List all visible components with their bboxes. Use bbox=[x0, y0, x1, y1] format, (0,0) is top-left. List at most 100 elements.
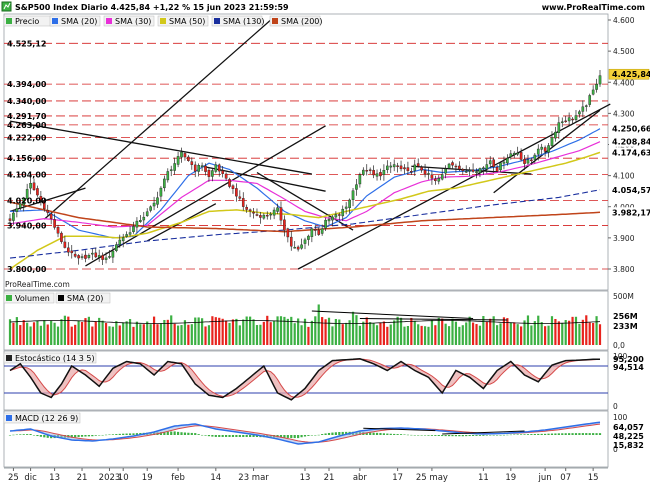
candle-body bbox=[187, 156, 190, 161]
volume-bar bbox=[269, 322, 272, 345]
volume-bar bbox=[454, 321, 458, 345]
macd-histogram-bar bbox=[485, 435, 488, 436]
x-tick-label: 14 bbox=[210, 473, 221, 483]
candle-body bbox=[423, 169, 427, 175]
trendlines bbox=[9, 19, 611, 270]
volume-bar bbox=[87, 316, 90, 345]
candle-body bbox=[300, 244, 303, 249]
macd-histogram-bar bbox=[389, 433, 392, 435]
macd-histogram-bar bbox=[128, 433, 132, 435]
macd-histogram-bar bbox=[187, 432, 190, 435]
candle-body bbox=[492, 159, 495, 167]
macd-histogram-bar bbox=[111, 434, 115, 435]
chart-icon bbox=[1, 1, 12, 12]
macd-histogram-bar bbox=[183, 432, 187, 435]
candle-body bbox=[101, 255, 104, 260]
volume-bar bbox=[571, 316, 574, 345]
candle-body bbox=[324, 219, 327, 229]
volume-bar bbox=[94, 321, 97, 345]
candle-body bbox=[180, 151, 183, 158]
candle-body bbox=[468, 170, 471, 172]
macd-histogram-bar bbox=[173, 431, 176, 435]
macd-histogram-bar bbox=[283, 435, 286, 438]
volume-bar bbox=[91, 326, 94, 345]
volume-bar bbox=[592, 322, 595, 345]
candle-body bbox=[530, 159, 533, 162]
volume-bar bbox=[50, 320, 53, 345]
legend-item bbox=[3, 412, 81, 424]
macd-histogram-bar bbox=[530, 434, 533, 435]
macd-histogram-bar bbox=[115, 434, 118, 435]
candle-body bbox=[410, 170, 413, 173]
hline-label: 4.340,00 bbox=[7, 97, 47, 106]
x-tick-label: 2023 bbox=[99, 473, 121, 483]
candle-body bbox=[581, 106, 585, 112]
volume-bar bbox=[245, 316, 248, 345]
candle-body bbox=[73, 253, 77, 257]
volume-bar bbox=[345, 322, 348, 345]
macd-histogram-bar bbox=[242, 435, 245, 437]
volume-bar bbox=[101, 320, 104, 345]
candle-body bbox=[550, 137, 554, 146]
candle-body bbox=[547, 145, 550, 153]
volume-ytick-label: 0,0 bbox=[613, 341, 625, 350]
macd-histogram-bar bbox=[444, 435, 447, 437]
watermark: ProRealTime.com bbox=[5, 280, 70, 289]
price-ytick-label: 3.900 bbox=[613, 234, 635, 243]
macd-histogram-bar bbox=[557, 433, 560, 435]
macd-histogram-bar bbox=[447, 435, 451, 437]
candle-body bbox=[406, 167, 410, 171]
macd-histogram-bar bbox=[482, 435, 485, 436]
price-value-tag bbox=[609, 123, 649, 134]
macd-histogram-bar bbox=[46, 435, 49, 438]
candle-body bbox=[502, 161, 506, 164]
volume-trendline bbox=[311, 310, 474, 319]
hline-label: 4.291,70 bbox=[7, 112, 47, 121]
macd-histogram-bar bbox=[194, 433, 197, 435]
legend-label: SMA (20) bbox=[67, 294, 103, 303]
candle-body bbox=[49, 213, 53, 219]
candle-body bbox=[533, 154, 537, 160]
candle-body bbox=[241, 198, 245, 207]
macd-histogram-bar bbox=[180, 432, 183, 435]
volume-bar bbox=[194, 317, 197, 345]
macd-histogram-bar bbox=[526, 434, 530, 435]
x-tick-label: 19 bbox=[142, 473, 153, 483]
macd-histogram-bar bbox=[8, 435, 12, 436]
volume-bar bbox=[375, 325, 379, 345]
volume-bar bbox=[369, 322, 372, 345]
volume-bar bbox=[12, 322, 15, 345]
legend-swatch bbox=[6, 415, 12, 421]
price-ytick-label: 4.600 bbox=[613, 16, 635, 25]
volume-bar bbox=[588, 322, 591, 345]
candle-body bbox=[303, 239, 307, 244]
candle-body bbox=[447, 163, 451, 169]
volume-bar bbox=[214, 317, 217, 345]
volume-plot bbox=[3, 292, 602, 345]
candle-body bbox=[598, 75, 602, 85]
macd-histogram-bar bbox=[471, 435, 475, 436]
candle-body bbox=[43, 201, 46, 210]
macd-plot bbox=[3, 412, 602, 445]
x-tick-label: dic bbox=[24, 473, 37, 483]
volume-bar bbox=[434, 325, 437, 345]
candle-body bbox=[595, 84, 598, 90]
macd-histogram-bar bbox=[423, 435, 427, 436]
volume-bar bbox=[403, 326, 406, 345]
macd-histogram-bar bbox=[420, 435, 423, 436]
candle-body bbox=[564, 120, 567, 123]
macd-histogram-bar bbox=[544, 433, 547, 435]
volume-bar bbox=[561, 323, 564, 345]
candle-body bbox=[451, 162, 454, 166]
macd-histogram-bar bbox=[118, 433, 121, 435]
macd-histogram-bar bbox=[554, 433, 557, 435]
x-tick-label: abr bbox=[353, 473, 368, 483]
volume-bar bbox=[180, 325, 183, 345]
volume-bar bbox=[190, 324, 193, 345]
candle-body bbox=[488, 160, 492, 165]
candle-body bbox=[63, 241, 67, 248]
candle-body bbox=[265, 214, 269, 217]
stoch-value-label: 95,200 bbox=[613, 355, 644, 364]
volume-bar bbox=[149, 324, 152, 345]
